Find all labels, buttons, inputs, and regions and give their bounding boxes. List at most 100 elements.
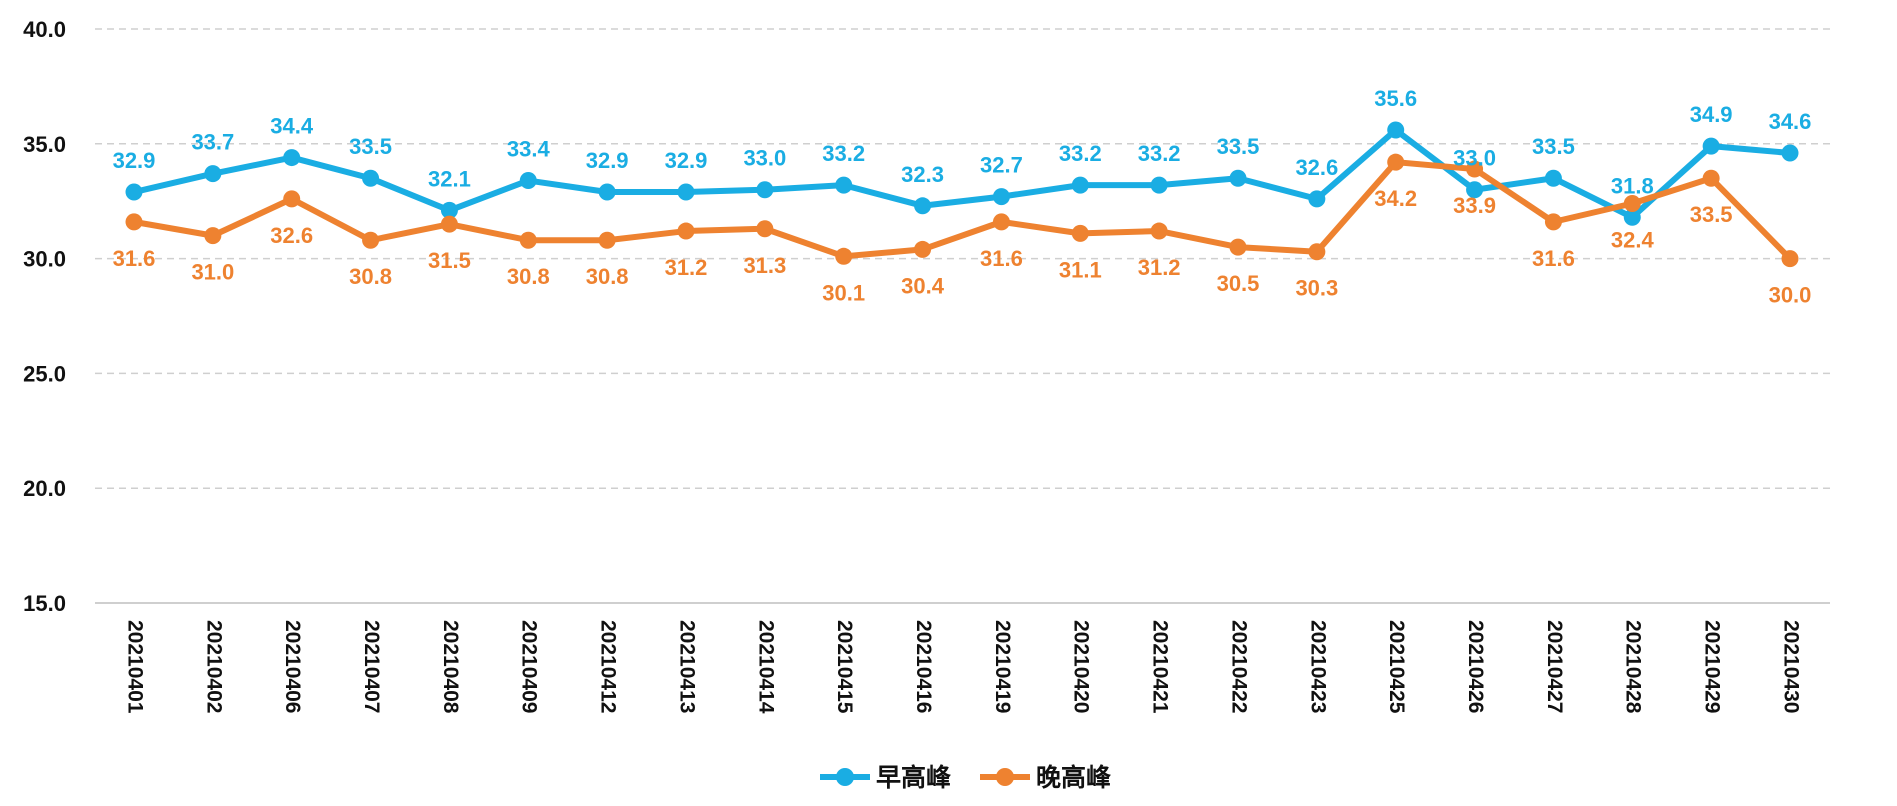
data-point bbox=[1623, 208, 1641, 226]
data-label: 33.7 bbox=[191, 130, 234, 155]
data-point bbox=[598, 183, 616, 201]
data-label: 30.5 bbox=[1217, 271, 1260, 296]
data-point bbox=[677, 183, 695, 201]
x-tick-label: 20210407 bbox=[360, 620, 383, 713]
data-point bbox=[1308, 190, 1326, 208]
data-label: 33.5 bbox=[1532, 134, 1575, 159]
x-tick-label: 20210416 bbox=[912, 620, 935, 713]
data-label: 30.1 bbox=[822, 280, 865, 305]
data-point bbox=[1150, 176, 1168, 194]
x-tick-label: 20210401 bbox=[123, 620, 146, 714]
data-point bbox=[1781, 144, 1799, 162]
data-label: 32.9 bbox=[586, 148, 629, 173]
x-tick-label: 20210420 bbox=[1070, 620, 1093, 713]
legend[interactable]: 早高峰 晚高峰 bbox=[820, 763, 1111, 792]
data-point bbox=[914, 197, 932, 215]
x-tick-label: 20210419 bbox=[991, 620, 1014, 713]
data-label: 34.4 bbox=[270, 114, 314, 139]
x-tick-label: 20210412 bbox=[597, 620, 620, 713]
data-label: 33.2 bbox=[1138, 141, 1181, 166]
data-point bbox=[1387, 121, 1405, 139]
data-label: 31.5 bbox=[428, 248, 471, 273]
data-label: 34.2 bbox=[1374, 186, 1417, 211]
data-point bbox=[992, 188, 1010, 206]
legend-item-1[interactable]: 早高峰 bbox=[820, 763, 951, 792]
x-tick-label: 20210415 bbox=[833, 620, 856, 714]
data-point bbox=[914, 240, 932, 258]
legend-item-2[interactable]: 晚高峰 bbox=[980, 763, 1111, 792]
data-label: 33.9 bbox=[1453, 193, 1496, 218]
data-point bbox=[440, 215, 458, 233]
data-label: 33.2 bbox=[1059, 141, 1102, 166]
data-point bbox=[1781, 250, 1799, 268]
data-label: 33.0 bbox=[743, 146, 786, 171]
y-tick-label: 40.0 bbox=[23, 17, 66, 42]
y-tick-label: 25.0 bbox=[23, 361, 66, 386]
data-point bbox=[519, 231, 537, 249]
data-label: 32.6 bbox=[1295, 155, 1338, 180]
data-label: 35.6 bbox=[1374, 86, 1417, 111]
y-axis-ticks: 15.0 20.0 25.0 30.0 35.0 40.0 bbox=[23, 17, 66, 616]
data-point bbox=[1150, 222, 1168, 240]
data-point bbox=[362, 231, 380, 249]
data-point bbox=[1544, 213, 1562, 231]
series-line-2 bbox=[131, 159, 1793, 262]
data-point bbox=[362, 169, 380, 187]
x-tick-label: 20210423 bbox=[1306, 620, 1329, 713]
x-tick-label: 20210426 bbox=[1464, 620, 1487, 713]
data-label: 33.5 bbox=[1690, 202, 1733, 227]
x-axis-ticks: 20210401 20210402 20210406 20210407 20210408… bbox=[123, 620, 1802, 714]
data-label: 32.1 bbox=[428, 166, 471, 191]
data-point bbox=[125, 183, 143, 201]
y-tick-label: 35.0 bbox=[23, 132, 66, 157]
data-point bbox=[598, 231, 616, 249]
data-label: 31.3 bbox=[743, 253, 786, 278]
legend-label: 晚高峰 bbox=[1036, 763, 1111, 792]
data-label: 33.0 bbox=[1453, 146, 1496, 171]
x-tick-label: 20210425 bbox=[1385, 620, 1408, 714]
data-label: 30.8 bbox=[586, 264, 629, 289]
x-tick-label: 20210402 bbox=[202, 620, 225, 713]
x-tick-label: 20210408 bbox=[439, 620, 462, 714]
x-tick-label: 20210406 bbox=[281, 620, 304, 713]
data-label: 33.5 bbox=[1217, 134, 1260, 159]
data-point bbox=[440, 201, 458, 219]
data-point bbox=[1387, 153, 1405, 171]
data-label: 31.2 bbox=[665, 255, 708, 280]
data-point bbox=[835, 247, 853, 265]
x-tick-label: 20210414 bbox=[754, 620, 777, 714]
x-tick-label: 20210422 bbox=[1227, 620, 1250, 713]
data-point bbox=[756, 181, 774, 199]
y-tick-label: 15.0 bbox=[23, 591, 66, 616]
x-tick-label: 20210430 bbox=[1779, 620, 1802, 713]
data-label: 31.8 bbox=[1611, 173, 1654, 198]
data-point bbox=[204, 165, 222, 183]
data-point bbox=[677, 222, 695, 240]
legend-marker bbox=[996, 768, 1014, 786]
x-tick-label: 20210427 bbox=[1543, 620, 1566, 713]
data-label: 34.6 bbox=[1769, 109, 1812, 134]
gridlines bbox=[95, 28, 1830, 489]
legend-marker bbox=[836, 768, 854, 786]
data-label: 31.1 bbox=[1059, 257, 1102, 282]
y-tick-label: 20.0 bbox=[23, 476, 66, 501]
data-point bbox=[283, 190, 301, 208]
data-point bbox=[125, 213, 143, 231]
x-tick-label: 20210429 bbox=[1701, 620, 1724, 713]
series-group bbox=[125, 121, 1799, 268]
legend-label: 早高峰 bbox=[876, 763, 951, 792]
series-line-1 bbox=[131, 127, 1793, 221]
data-label: 32.9 bbox=[665, 148, 708, 173]
data-label: 33.2 bbox=[822, 141, 865, 166]
data-point bbox=[1623, 194, 1641, 212]
data-label: 31.0 bbox=[191, 260, 234, 285]
data-point bbox=[1071, 176, 1089, 194]
data-point bbox=[283, 149, 301, 167]
data-point bbox=[204, 227, 222, 245]
x-tick-label: 20210409 bbox=[518, 620, 541, 713]
data-label: 33.5 bbox=[349, 134, 392, 159]
data-point bbox=[1466, 160, 1484, 178]
x-tick-label: 20210428 bbox=[1622, 620, 1645, 714]
data-point bbox=[1544, 169, 1562, 187]
